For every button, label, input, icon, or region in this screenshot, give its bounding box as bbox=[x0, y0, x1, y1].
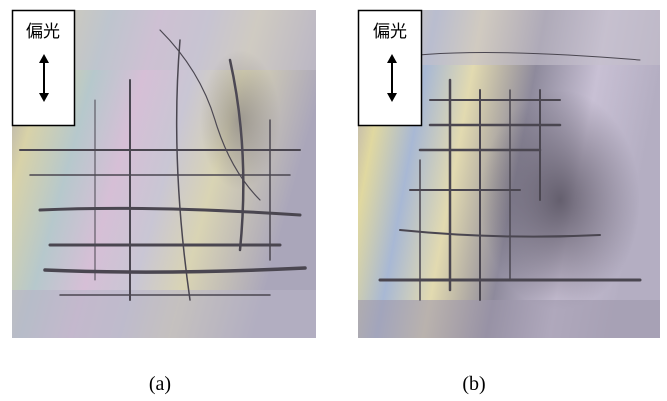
polarizer-label: 偏光 bbox=[26, 22, 60, 42]
polarizer-box-a: 偏光 bbox=[13, 11, 75, 126]
figure: 偏光 偏光 (a) (b) bbox=[0, 0, 667, 401]
polarizer-box-b: 偏光 bbox=[359, 11, 422, 126]
polarizer-label: 偏光 bbox=[373, 22, 407, 42]
caption: (b) bbox=[462, 373, 485, 395]
caption: (a) bbox=[149, 373, 171, 395]
page: 偏光 偏光 (a) (b) (() => { const data = JSON… bbox=[0, 0, 667, 401]
